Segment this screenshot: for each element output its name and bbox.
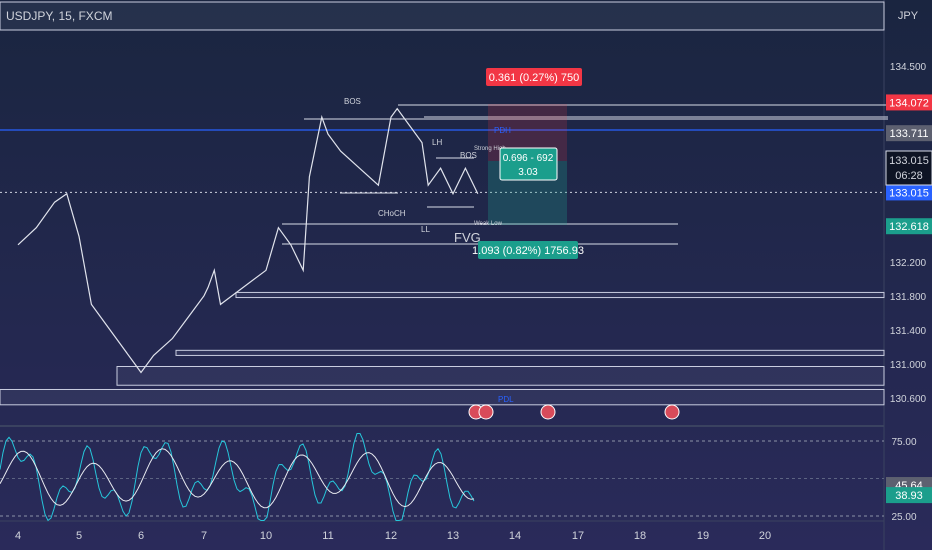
- weak-low-label: Weak Low: [474, 221, 503, 227]
- zone-c: [116, 366, 885, 386]
- price-tick-6: 131.800: [890, 292, 927, 303]
- oscillator-line: [0, 433, 475, 522]
- stop-badge: [478, 241, 578, 259]
- top-zone: [0, 1, 885, 31]
- countdown-value: 06:28: [895, 170, 923, 182]
- oscillator-signal-line: [0, 448, 475, 509]
- time-tick-9: 17: [572, 530, 584, 542]
- target-badge: [486, 68, 582, 86]
- time-tick-2: 6: [138, 530, 144, 542]
- price-tag-2: 133.015: [889, 187, 929, 199]
- pdh-label: PDH: [494, 126, 511, 135]
- pdl-label: PDL: [498, 395, 514, 404]
- ratio-label: 0.696 - 692: [503, 153, 554, 164]
- time-tick-11: 19: [697, 530, 709, 542]
- price-tag-3: 132.618: [889, 221, 929, 233]
- price-tag-bg-3: [886, 218, 932, 235]
- strong-high-label: Strong High: [474, 146, 506, 152]
- target-label: 0.361 (0.27%) 750: [489, 72, 580, 84]
- bos-label-2: BOS: [460, 151, 477, 160]
- last-price-value: 133.015: [889, 155, 929, 167]
- price-tag-bg-1: [886, 125, 932, 142]
- osc-tick-1: 25.00: [891, 512, 916, 523]
- time-tick-10: 18: [634, 530, 646, 542]
- symbol-title[interactable]: USDJPY, 15, FXCM: [6, 9, 113, 23]
- time-tick-0: 4: [15, 530, 21, 542]
- event-marker-3: [664, 404, 680, 420]
- lh-label: LH: [432, 138, 442, 147]
- time-tick-6: 12: [385, 530, 397, 542]
- zone-b: [175, 349, 885, 356]
- price-tick-0: 134.500: [890, 62, 927, 73]
- stop-label: 1.093 (0.82%) 1756.93: [472, 245, 584, 257]
- bos-label: BOS: [344, 97, 361, 106]
- ratio-value: 3.03: [518, 167, 538, 178]
- ll-label: LL: [421, 225, 430, 234]
- osc-tag-1: 38.93: [895, 490, 923, 502]
- axis-currency: JPY: [898, 10, 919, 22]
- ratio-badge: [499, 147, 558, 181]
- price-tick-8: 131.000: [890, 360, 927, 371]
- zone-d: [0, 388, 885, 406]
- time-tick-8: 14: [509, 530, 521, 542]
- time-tick-3: 7: [201, 530, 207, 542]
- time-tick-4: 10: [260, 530, 272, 542]
- time-tick-1: 5: [76, 530, 82, 542]
- price-tag-0: 134.072: [889, 97, 929, 109]
- price-tag-bg-0: [886, 94, 932, 111]
- price-tick-5: 132.200: [890, 258, 927, 269]
- price-series-line: [17, 107, 479, 374]
- zone-a: [235, 291, 885, 299]
- choch-label: CHoCH: [378, 209, 406, 218]
- time-tick-5: 11: [322, 530, 333, 542]
- price-tick-9: 130.600: [890, 394, 927, 405]
- last-price-box: [885, 150, 932, 186]
- event-marker-1: [478, 404, 494, 420]
- fvg-label: FVG: [454, 230, 481, 245]
- osc-tag-bg-1: [886, 487, 932, 504]
- time-tick-12: 20: [759, 530, 771, 542]
- price-tag-1: 133.711: [890, 128, 929, 140]
- price-tick-7: 131.400: [890, 326, 927, 337]
- price-tag-bg-2: [886, 184, 932, 201]
- time-tick-7: 13: [447, 530, 459, 542]
- event-marker-2: [540, 404, 556, 420]
- osc-tick-0: 75.00: [891, 437, 916, 448]
